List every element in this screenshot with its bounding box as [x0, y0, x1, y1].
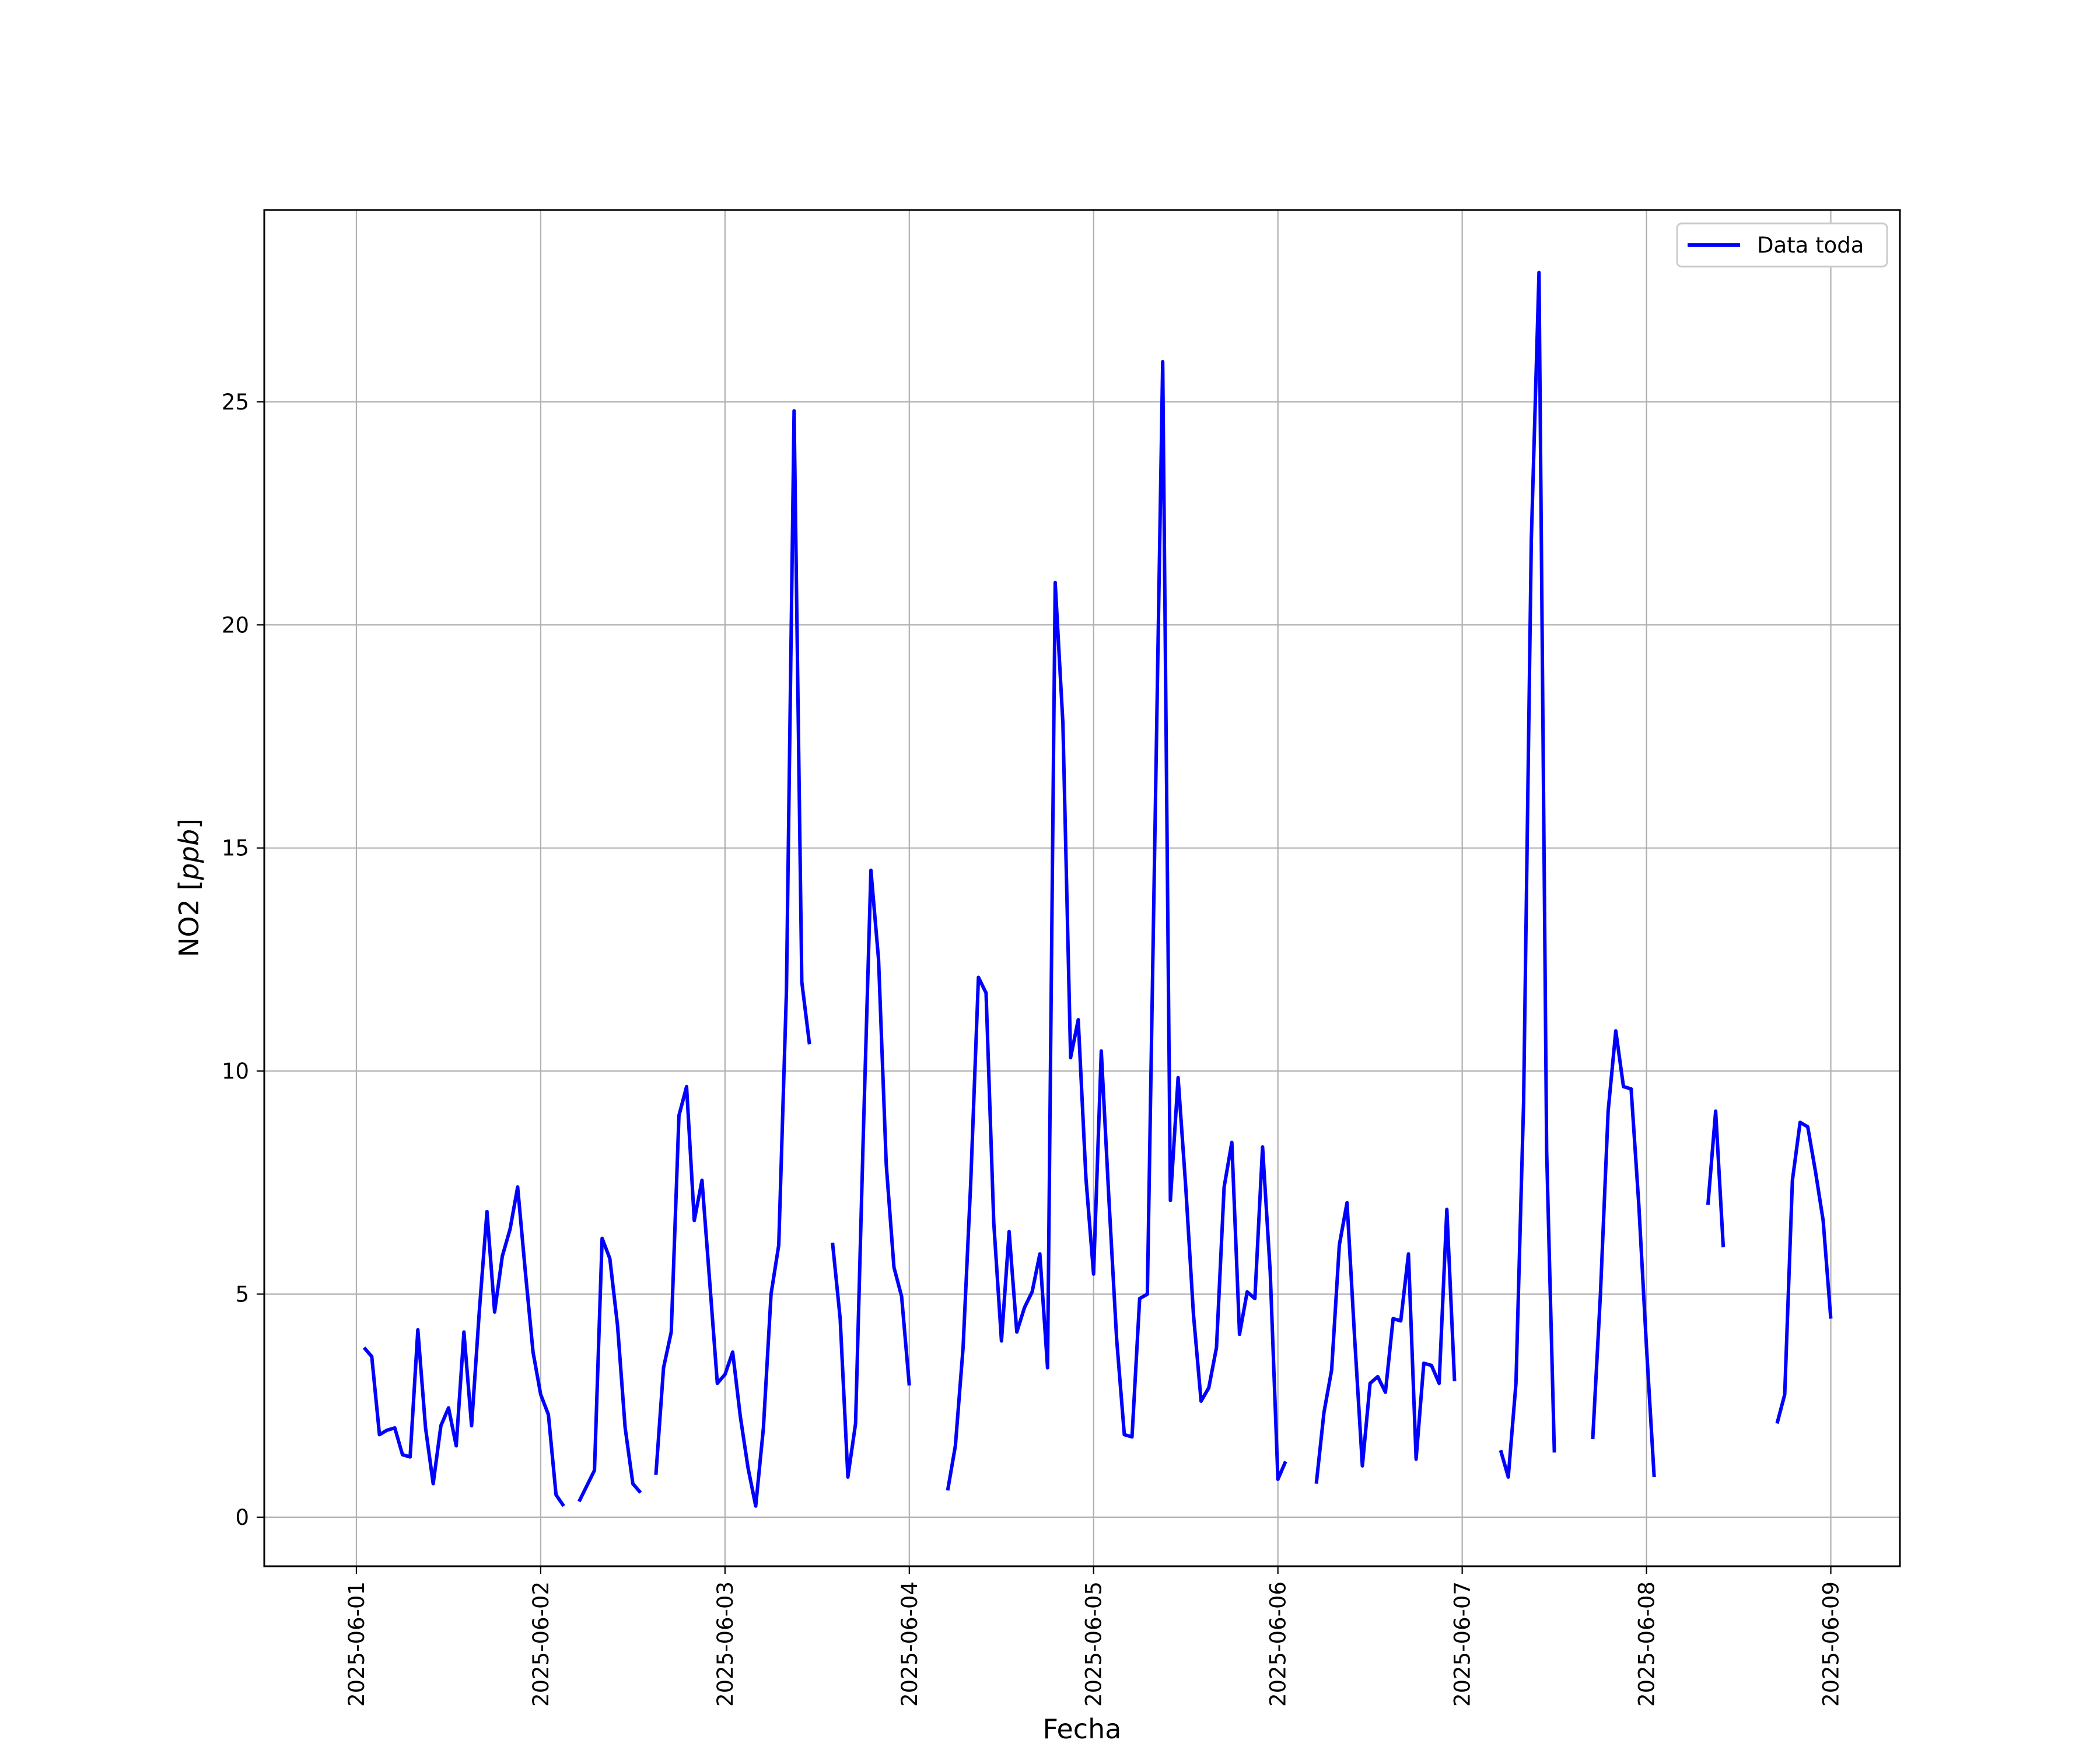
axis-ticks: 2025-06-01 2025-06-02 2025-06-03 2025-06-04… [222, 390, 1844, 1707]
x-tick-label: 2025-06-09 [1819, 1581, 1844, 1707]
y-tick-label: 10 [222, 1059, 249, 1084]
series-line-segment [1314, 1200, 1457, 1484]
x-tick-label: 2025-06-08 [1634, 1581, 1660, 1707]
legend-label: Data toda [1757, 233, 1864, 258]
x-tick-label: 2025-06-01 [344, 1581, 369, 1707]
series-line-segment [1706, 1109, 1726, 1248]
y-tick-label: 0 [235, 1505, 249, 1530]
x-axis-title: Fecha [1043, 1713, 1122, 1745]
y-tick-label: 15 [222, 836, 249, 861]
x-tick-label: 2025-06-04 [897, 1581, 922, 1707]
grid-lines [264, 210, 1900, 1566]
legend: Data toda [1676, 222, 1888, 268]
series-line-segment [578, 1236, 642, 1503]
y-axis-title-prefix: NO2 [ [173, 880, 205, 957]
data-series [362, 271, 1833, 1508]
series-line-segment [1591, 1029, 1656, 1478]
legend-box [1676, 222, 1888, 268]
x-tick-label: 2025-06-07 [1450, 1581, 1475, 1707]
y-axis-title-unit: ppb [173, 829, 205, 881]
series-line-segment [1499, 271, 1556, 1479]
x-tick-label: 2025-06-06 [1266, 1581, 1291, 1707]
y-tick-label: 20 [222, 612, 249, 638]
series-line-segment [831, 868, 911, 1479]
x-tick-label: 2025-06-03 [713, 1581, 738, 1707]
series-line-segment [654, 409, 811, 1508]
series-line-segment [946, 360, 1287, 1491]
y-tick-label: 25 [222, 390, 249, 415]
y-tick-label: 5 [235, 1282, 249, 1307]
series-line-segment [362, 1185, 565, 1507]
series-line-segment [1775, 1121, 1833, 1424]
x-tick-label: 2025-06-05 [1082, 1581, 1107, 1707]
plot-area-frame [263, 209, 1901, 1567]
y-axis-title-suffix: ] [173, 818, 205, 829]
y-axis-title: NO2 [ppb] [173, 818, 205, 957]
x-tick-label: 2025-06-02 [528, 1581, 554, 1707]
